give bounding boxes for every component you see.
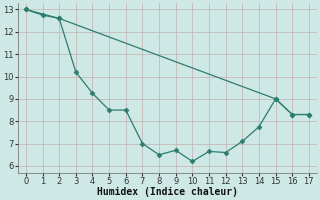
X-axis label: Humidex (Indice chaleur): Humidex (Indice chaleur) [97, 187, 238, 197]
